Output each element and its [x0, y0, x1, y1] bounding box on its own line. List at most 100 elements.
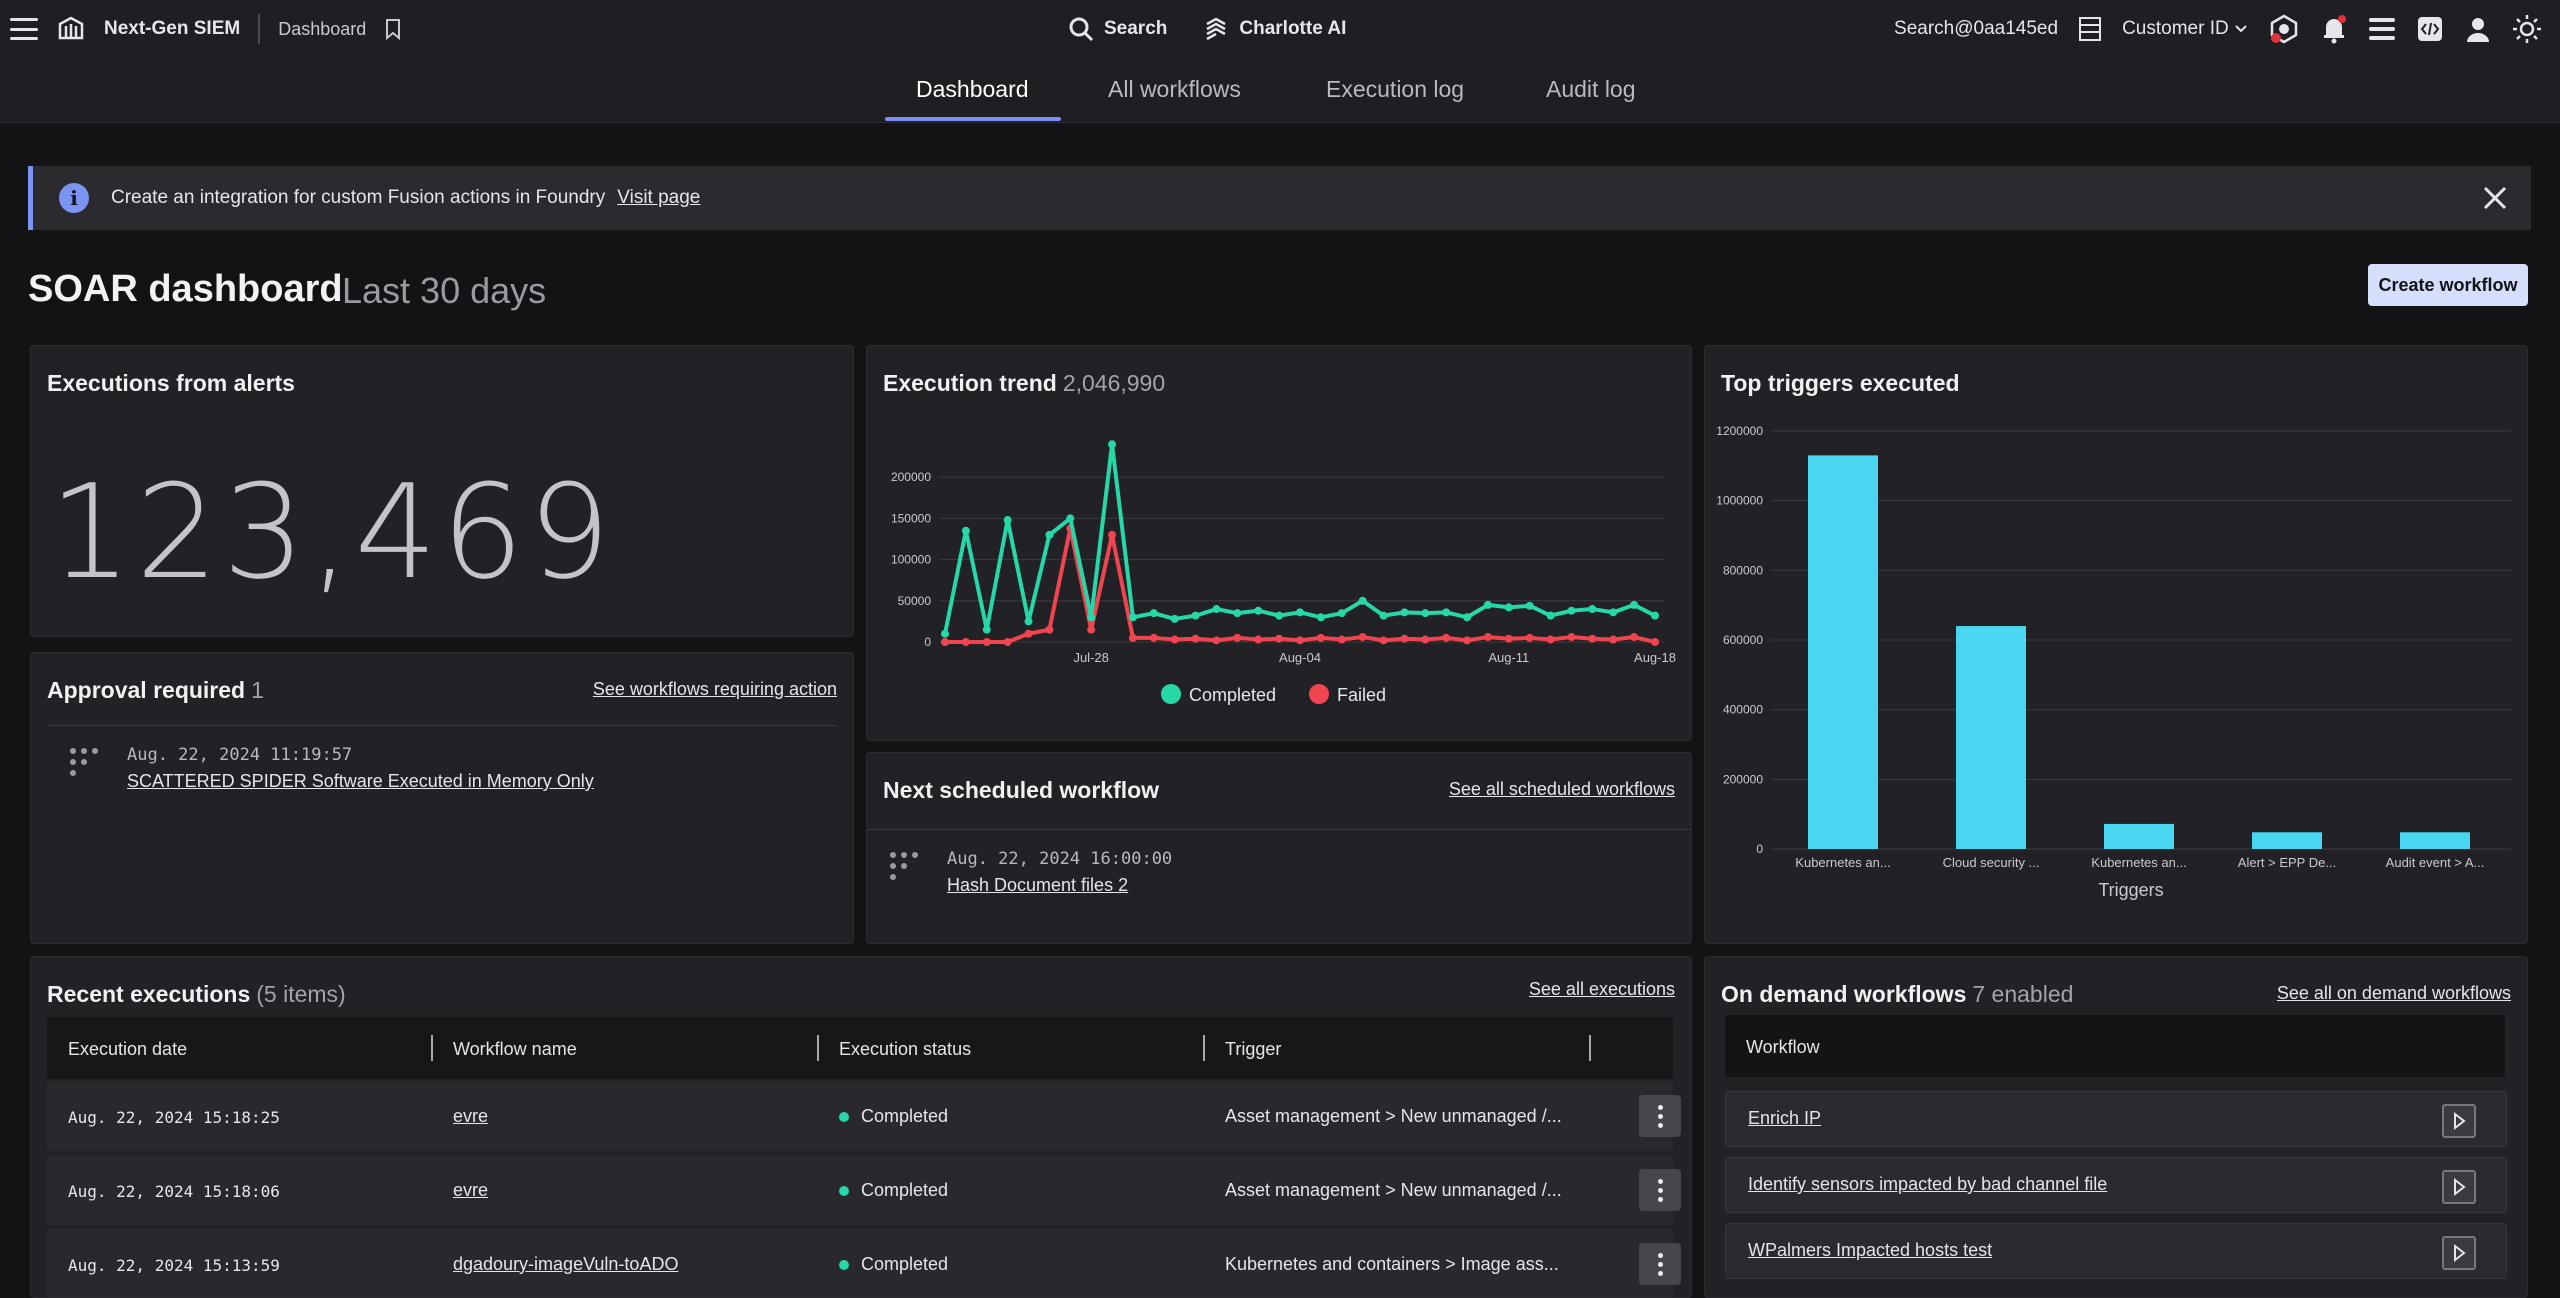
- status-label: Completed: [861, 1180, 949, 1200]
- close-icon[interactable]: [2479, 182, 2511, 214]
- data-point-completed: [1337, 609, 1346, 618]
- run-workflow-button[interactable]: [2442, 1236, 2476, 1270]
- approval-item-link[interactable]: SCATTERED SPIDER Software Executed in Me…: [127, 771, 594, 791]
- y-tick-label: 600000: [1723, 633, 1763, 647]
- run-workflow-button[interactable]: [2442, 1104, 2476, 1138]
- workflow-name-link[interactable]: evre: [453, 1106, 489, 1126]
- data-point-completed: [1316, 613, 1325, 622]
- panel-title: Approval required 1: [47, 677, 264, 704]
- data-point-completed: [1546, 611, 1555, 620]
- data-point-completed: [1275, 611, 1284, 620]
- list-item: Enrich IP: [1725, 1091, 2507, 1147]
- workflow-name-link[interactable]: evre: [453, 1180, 489, 1200]
- x-tick-label: Kubernetes an...: [2091, 855, 2186, 870]
- column-divider[interactable]: [431, 1035, 433, 1061]
- column-header-workflow-name[interactable]: Workflow name: [453, 1039, 577, 1059]
- see-all-scheduled-link[interactable]: See all scheduled workflows: [1448, 779, 1675, 799]
- on-demand-count: 7 enabled: [1972, 981, 2074, 1007]
- cid-icon[interactable]: [2078, 16, 2102, 42]
- data-point-failed: [1651, 638, 1659, 646]
- column-divider[interactable]: [1589, 1035, 1591, 1061]
- execution-date-cell: Aug. 22, 2024 15:18:06: [68, 1182, 280, 1201]
- create-workflow-button[interactable]: Create workflow: [2368, 264, 2528, 306]
- row-actions-menu-icon[interactable]: [1639, 1169, 1681, 1211]
- column-header-workflow[interactable]: Workflow: [1746, 1037, 1820, 1057]
- search-label: Search: [1104, 18, 1168, 39]
- column-divider[interactable]: [817, 1035, 819, 1061]
- tab-dashboard[interactable]: Dashboard: [916, 76, 1029, 102]
- data-point-failed: [961, 638, 970, 646]
- notifications-icon[interactable]: [2320, 14, 2348, 44]
- y-tick-label: 50000: [898, 594, 932, 608]
- scheduled-workflow-link[interactable]: Hash Document files 2: [947, 875, 1129, 895]
- search-button[interactable]: Search: [1068, 16, 1167, 42]
- date-range-label: Last 30 days: [342, 270, 547, 311]
- on-demand-workflow-link[interactable]: Enrich IP: [1748, 1108, 1822, 1128]
- theme-toggle-sun-icon[interactable]: [2512, 14, 2542, 44]
- user-profile-icon[interactable]: [2464, 15, 2492, 43]
- data-point-failed: [1233, 633, 1242, 642]
- list-item: WPalmers Impacted hosts test: [1725, 1223, 2507, 1279]
- tab-execution-log[interactable]: Execution log: [1326, 76, 1465, 102]
- data-point-failed: [941, 638, 949, 646]
- run-workflow-button[interactable]: [2442, 1170, 2476, 1204]
- row-actions-menu-icon[interactable]: [1639, 1095, 1681, 1137]
- column-header-execution-status[interactable]: Execution status: [839, 1039, 972, 1059]
- trigger-cell: Kubernetes and containers > Image ass...: [1225, 1254, 1559, 1274]
- see-workflows-requiring-action-link[interactable]: See workflows requiring action: [592, 679, 837, 699]
- developer-code-icon[interactable]: [2416, 15, 2444, 43]
- tab-all-workflows[interactable]: All workflows: [1108, 76, 1241, 102]
- recent-executions-panel: Recent executions (5 items) See all execu…: [30, 956, 1692, 1298]
- top-bar-left: Next-Gen SIEM Dashboard: [10, 0, 402, 58]
- column-header-trigger[interactable]: Trigger: [1225, 1039, 1282, 1059]
- data-point-failed: [1045, 625, 1054, 634]
- breadcrumb[interactable]: Dashboard: [278, 18, 367, 39]
- workflow-name-link[interactable]: dgadoury-imageVuln-toADO: [453, 1254, 679, 1274]
- status-cell: Completed: [839, 1180, 948, 1201]
- legend-marker-completed: [1161, 684, 1181, 704]
- menu-icon[interactable]: [10, 18, 38, 40]
- page-title: SOAR dashboard: [28, 268, 343, 310]
- info-banner: i Create an integration for custom Fusio…: [28, 166, 2531, 230]
- data-point-failed: [1149, 633, 1158, 642]
- column-header-execution-date[interactable]: Execution date: [68, 1039, 188, 1059]
- app-brand[interactable]: Next-Gen SIEM: [104, 18, 241, 39]
- trend-title: Execution trend: [883, 370, 1057, 396]
- see-all-executions-link[interactable]: See all executions: [1528, 979, 1675, 999]
- customer-id-dropdown[interactable]: Customer ID: [2122, 18, 2248, 40]
- y-tick-label: 0: [1756, 842, 1763, 856]
- x-tick-label: Jul-28: [1073, 650, 1108, 665]
- data-point-failed: [1546, 635, 1555, 644]
- data-point-completed: [1108, 440, 1117, 449]
- visit-page-link[interactable]: Visit page: [617, 187, 701, 208]
- data-point-completed: [1003, 516, 1012, 525]
- column-divider[interactable]: [1203, 1035, 1205, 1061]
- falcon-badge-icon[interactable]: [2268, 13, 2300, 45]
- data-point-failed: [1087, 625, 1096, 634]
- bar: [1956, 626, 2026, 849]
- stack-icon[interactable]: [2368, 16, 2396, 42]
- status-completed-dot: [839, 1112, 849, 1123]
- execution-trend-chart: 0 50000 100000 150000 200000 Jul-28 Aug-04 Aug-…: [891, 440, 1676, 705]
- data-point-completed: [1588, 605, 1597, 614]
- bookmark-icon[interactable]: [384, 18, 402, 40]
- on-demand-workflow-link[interactable]: WPalmers Impacted hosts test: [1748, 1240, 1993, 1260]
- on-demand-workflow-link[interactable]: Identify sensors impacted by bad channel…: [1748, 1174, 2108, 1194]
- panel-title: Executions from alerts: [47, 370, 295, 396]
- status-completed-dot: [839, 1260, 849, 1271]
- data-point-completed: [941, 629, 949, 638]
- tab-audit-log[interactable]: Audit log: [1546, 76, 1636, 102]
- list-item: Identify sensors impacted by bad channel…: [1725, 1157, 2507, 1213]
- see-all-on-demand-link[interactable]: See all on demand workflows: [2276, 983, 2511, 1003]
- account-name[interactable]: Search@0aa145ed: [1894, 18, 2059, 39]
- top-triggers-panel: Top triggers executed 0 200000 400000 60000…: [1704, 345, 2528, 944]
- charlotte-ai-label: Charlotte AI: [1239, 18, 1347, 39]
- data-point-completed: [1504, 603, 1513, 612]
- y-tick-label: 1200000: [1716, 424, 1763, 438]
- bar: [1808, 455, 1878, 849]
- top-triggers-title: Top triggers executed: [1721, 370, 1960, 396]
- row-actions-menu-icon[interactable]: [1639, 1243, 1681, 1285]
- charlotte-ai-button[interactable]: Charlotte AI: [1203, 16, 1346, 42]
- y-tick-label: 200000: [891, 470, 931, 484]
- status-label: Completed: [861, 1106, 949, 1126]
